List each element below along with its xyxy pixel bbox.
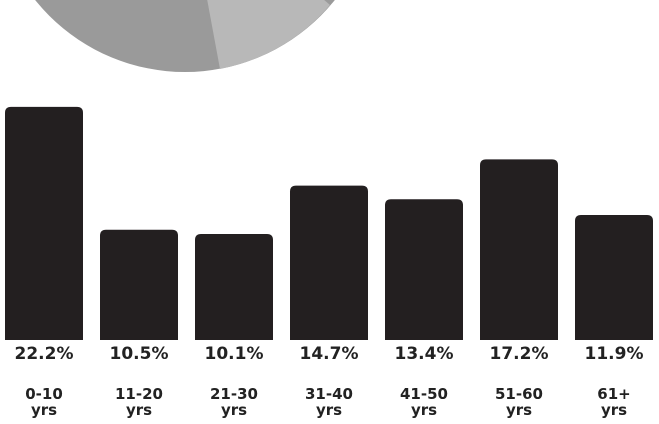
chart: 22.2% 0-10 yrs 10.5% 11-20 yrs 10.1% 21-30 yr… — [0, 0, 659, 424]
bar — [385, 199, 463, 340]
value-label: 13.4% — [379, 344, 469, 364]
x-tick-label: 31-40 yrs — [304, 386, 354, 418]
x-tick-label: 21-30 yrs — [209, 386, 259, 418]
bar — [195, 234, 273, 340]
value-label: 10.5% — [94, 344, 184, 364]
x-tick-label: 11-20 yrs — [114, 386, 164, 418]
value-label: 17.2% — [474, 344, 564, 364]
value-label: 11.9% — [569, 344, 659, 364]
x-tick-label: 51-60 yrs — [494, 386, 544, 418]
x-tick-label: 41-50 yrs — [399, 386, 449, 418]
bar — [480, 159, 558, 340]
background-pie — [0, 0, 377, 72]
bar — [575, 215, 653, 340]
x-tick-label: 0-10 yrs — [19, 386, 69, 418]
value-label: 22.2% — [0, 344, 89, 364]
bar — [290, 186, 368, 340]
x-tick-label: 61+ yrs — [589, 386, 639, 418]
value-label: 14.7% — [284, 344, 374, 364]
bar — [100, 230, 178, 340]
value-label: 10.1% — [189, 344, 279, 364]
bar — [5, 107, 83, 340]
